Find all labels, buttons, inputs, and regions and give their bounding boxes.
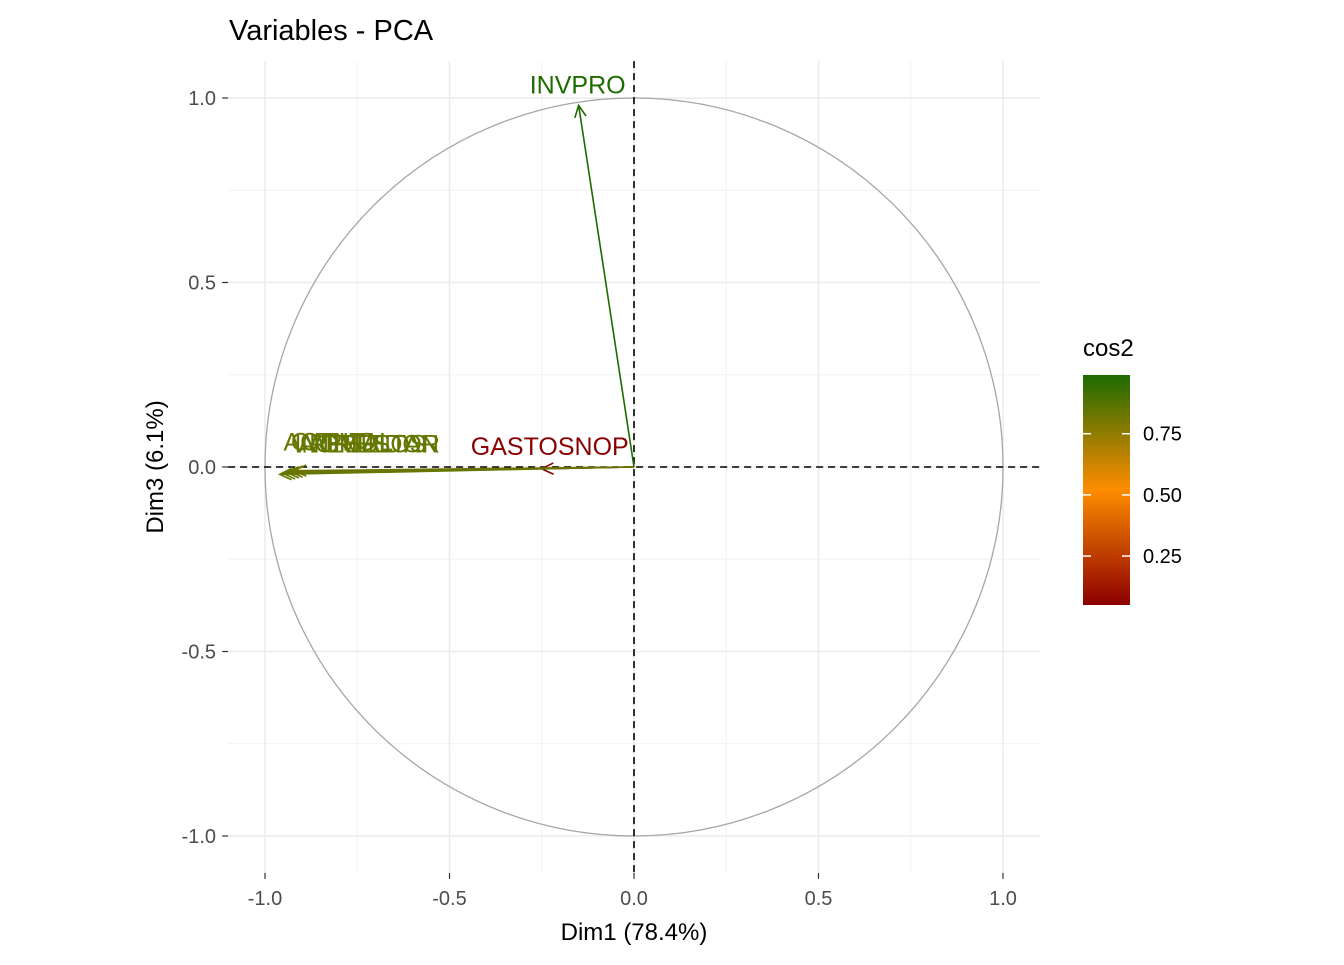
x-axis: -1.0 -0.5 0.0 0.5 1.0: [248, 872, 1017, 910]
x-tick-label: 0.5: [805, 888, 833, 910]
y-tick-label: -0.5: [182, 642, 216, 664]
variable-label: ACREEDOR: [298, 431, 440, 459]
chart-title: Variables - PCA: [229, 15, 434, 47]
x-axis-label: Dim1 (78.4%): [561, 919, 708, 946]
legend-title: cos2: [1083, 335, 1134, 362]
legend-tick-label: 0.75: [1143, 424, 1182, 446]
variable-label: ACTIVO: [283, 429, 376, 457]
legend-colorbar: [1083, 375, 1130, 605]
y-tick-label: 0.5: [188, 273, 216, 295]
y-axis-label: Dim3 (6.1%): [142, 400, 169, 533]
x-tick-label: -0.5: [432, 888, 466, 910]
arrow-line: [294, 466, 635, 472]
y-tick-label: 1.0: [188, 88, 216, 110]
legend-tick-label: 0.25: [1143, 546, 1182, 568]
y-axis: -1.0 -0.5 0.0 0.5 1.0: [182, 88, 229, 848]
arrow-head: [574, 103, 587, 119]
variable-label: INGRESOS: [295, 431, 427, 459]
x-tick-label: 0.0: [620, 888, 648, 910]
arrow-head: [285, 465, 300, 479]
legend-ticks: 0.25 0.50 0.75: [1083, 424, 1182, 568]
arrow-line: [577, 105, 635, 468]
variable-arrows: [277, 103, 635, 481]
x-tick-label: -1.0: [248, 888, 282, 910]
arrow-head: [277, 467, 292, 481]
variable-label: CAPITAL: [291, 429, 393, 457]
arrow-head: [292, 464, 307, 477]
variable-label: INVPRO: [530, 71, 626, 99]
variable-label: RESULTAN: [309, 431, 439, 459]
y-tick-label: -1.0: [182, 826, 216, 848]
y-tick-label: 0.0: [188, 457, 216, 479]
reference-lines: [228, 61, 1040, 873]
legend-tick-label: 0.50: [1143, 485, 1182, 507]
x-tick-label: 1.0: [989, 888, 1017, 910]
variable-label: GASTOSNOP: [471, 433, 629, 461]
cos2-legend: cos2 0.25 0.50 0.75: [1083, 335, 1182, 605]
